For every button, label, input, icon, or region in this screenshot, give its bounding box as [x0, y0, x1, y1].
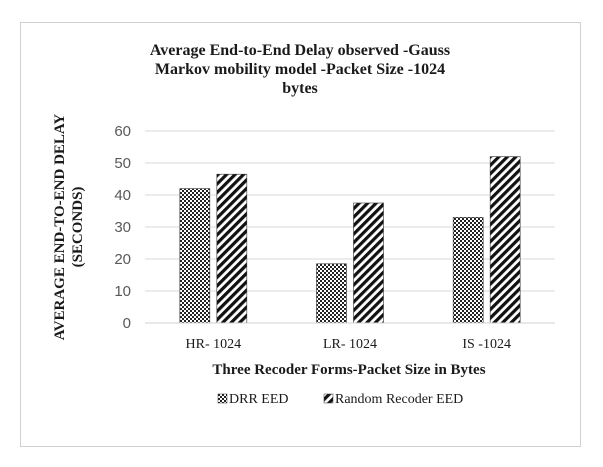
y-tick-label: 50	[114, 155, 131, 172]
y-tick-label: 0	[123, 315, 131, 332]
bar-drr-eed	[179, 188, 211, 324]
gridlines	[145, 130, 555, 292]
x-axis-title: Three Recoder Forms-Packet Size in Bytes	[212, 362, 485, 378]
chart-title-line-3: bytes	[282, 80, 318, 97]
bar-random-recoder-eed	[216, 173, 248, 324]
legend-swatch	[323, 393, 334, 404]
bar-random-recoder-eed	[489, 156, 521, 324]
y-axis-title: AVERAGE END-TO-END DELAY (SECONDS)	[52, 114, 86, 341]
chart-title: Average End-to-End Delay observed -Gauss…	[150, 42, 450, 97]
y-axis-title-line-1: AVERAGE END-TO-END DELAY	[52, 114, 68, 341]
legend-swatch	[217, 393, 228, 404]
y-axis-title-line-2: (SECONDS)	[70, 187, 86, 268]
y-tick-label: 20	[114, 251, 131, 268]
y-tick-label: 40	[114, 187, 131, 204]
x-tick-labels: HR- 1024 LR- 1024 IS -1024	[186, 337, 511, 352]
x-tick-label: HR- 1024	[186, 337, 242, 352]
y-tick-label: 30	[114, 219, 131, 236]
chart-title-line-2: Markov mobility model -Packet Size -1024	[155, 61, 445, 78]
bars	[179, 156, 521, 324]
y-tick-label: 10	[114, 283, 131, 300]
legend: DRR EED Random Recoder EED	[217, 392, 463, 407]
y-tick-label: 60	[114, 123, 131, 140]
legend-label: Random Recoder EED	[335, 392, 463, 407]
x-tick-label: LR- 1024	[323, 337, 377, 352]
bar-drr-eed	[452, 217, 484, 324]
bar-random-recoder-eed	[353, 202, 384, 324]
x-tick-label: IS -1024	[462, 337, 511, 352]
bar-drr-eed	[316, 263, 347, 324]
chart-title-line-1: Average End-to-End Delay observed -Gauss	[150, 42, 450, 59]
legend-label: DRR EED	[229, 392, 289, 407]
chart-frame	[20, 22, 581, 447]
y-tick-labels: 0 10 20 30 40 50 60	[114, 123, 131, 332]
